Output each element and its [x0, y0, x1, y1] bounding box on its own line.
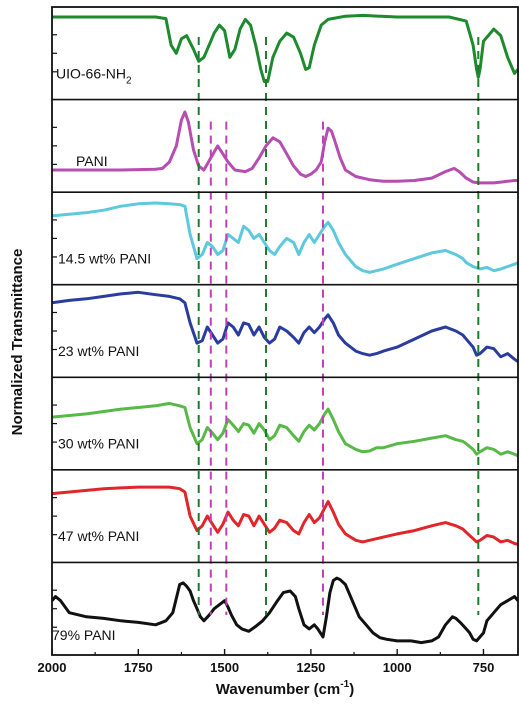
panel-label-0: UIO-66-NH2: [56, 65, 132, 86]
x-tick-label: 1500: [210, 660, 239, 675]
spectrum-line-3: [52, 290, 518, 363]
panel-label-6: 79% PANI: [52, 627, 116, 643]
spectrum-line-5: [52, 485, 518, 546]
panel-label-text: 14.5 wt% PANI: [58, 250, 151, 266]
panel-label-text: 23 wt% PANI: [58, 343, 139, 359]
panel-label-4: 30 wt% PANI: [58, 436, 139, 452]
x-axis-ticks: 2000 1750 1500 1250 1000 750: [38, 649, 495, 675]
x-tick-label: 2000: [38, 660, 67, 675]
spectrum-line-2: [52, 201, 518, 274]
plot-border: [51, 6, 519, 656]
panel-label-text: UIO-66-NH: [56, 65, 126, 81]
panel-label-text: 30 wt% PANI: [58, 436, 139, 452]
panel-label-1: PANI: [76, 153, 108, 169]
panel-label-text: 47 wt% PANI: [58, 528, 139, 544]
spectrum-line-0: [52, 13, 518, 83]
x-tick-label: 1000: [383, 660, 412, 675]
x-tick-label: 1250: [296, 660, 325, 675]
x-tick-label: 750: [473, 660, 495, 675]
spectrum-line-4: [52, 401, 518, 458]
spectrum-line-1: [52, 110, 518, 185]
reference-lines: [197, 37, 480, 615]
panel-label-2: 14.5 wt% PANI: [58, 250, 151, 266]
x-axis-title: Wavenumber (cm-1): [216, 679, 354, 698]
panel-label-subscript: 2: [126, 75, 132, 86]
y-axis-title: Normalized Transmittance: [9, 249, 26, 436]
panel-label-text: PANI: [76, 153, 108, 169]
panel-label-text: 79% PANI: [52, 627, 116, 643]
panels-layer: UIO-66-NH2 PANI 14.5 wt% PANI 23 wt% PANI 30…: [52, 13, 518, 645]
spectrum-line-6: [52, 576, 518, 645]
plot-frame: [51, 6, 519, 656]
panel-label-5: 47 wt% PANI: [58, 528, 139, 544]
x-tick-label: 1750: [124, 660, 153, 675]
panel-label-3: 23 wt% PANI: [58, 343, 139, 359]
